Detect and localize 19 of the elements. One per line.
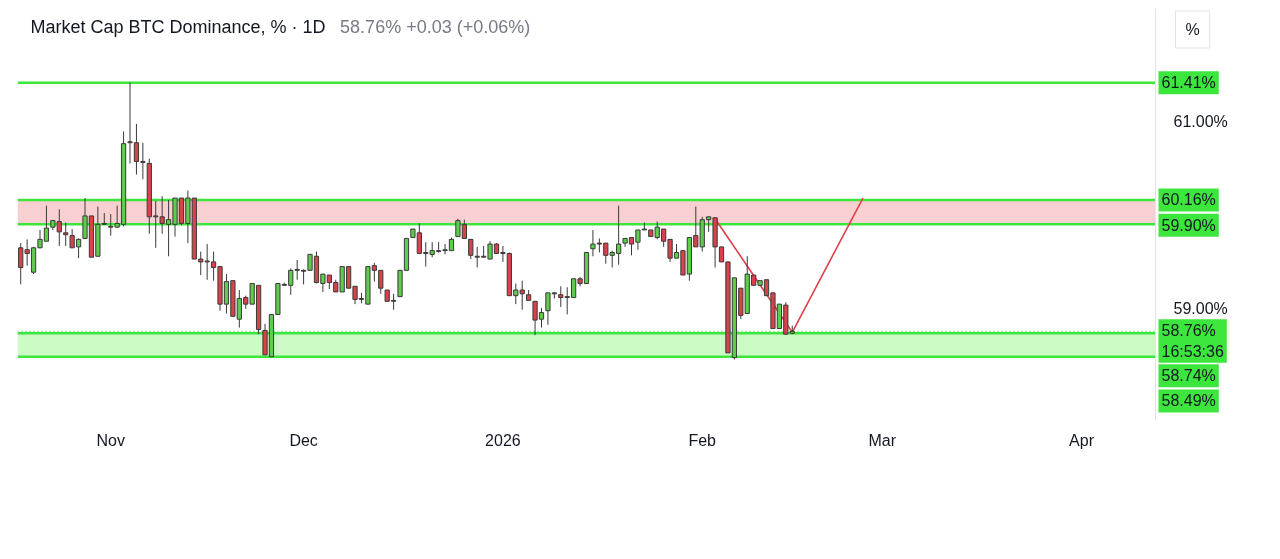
x-tick-label: 2026 — [485, 431, 521, 449]
x-tick-label: Mar — [868, 431, 897, 449]
y-axis-title: % — [1185, 21, 1200, 38]
y-tick-label: 61.00% — [1173, 112, 1228, 130]
ref-line-label: 59.90% — [1161, 216, 1216, 234]
x-tick-label: Feb — [688, 431, 717, 449]
x-tick-label: Nov — [96, 431, 125, 449]
x-tick-label: Dec — [289, 431, 318, 449]
chart-title: Market Cap BTC Dominance, % · 1D — [30, 16, 326, 37]
ref-line-label: 60.16% — [1161, 191, 1216, 209]
y-tick-label: 59.00% — [1173, 300, 1228, 318]
chart-subtitle: 58.76% +0.03 (+0.06%) — [340, 16, 531, 37]
ref-line-label: 61.41% — [1161, 74, 1216, 92]
legend-label: 58.49% — [1161, 392, 1216, 410]
candlestick — [63, 221, 69, 247]
ref-line-label: 58.76% 16:53:36 — [1161, 322, 1224, 360]
ref-line-label: 58.74% — [1161, 367, 1216, 385]
candlestick — [468, 238, 474, 260]
x-tick-label: Apr — [1069, 431, 1095, 449]
